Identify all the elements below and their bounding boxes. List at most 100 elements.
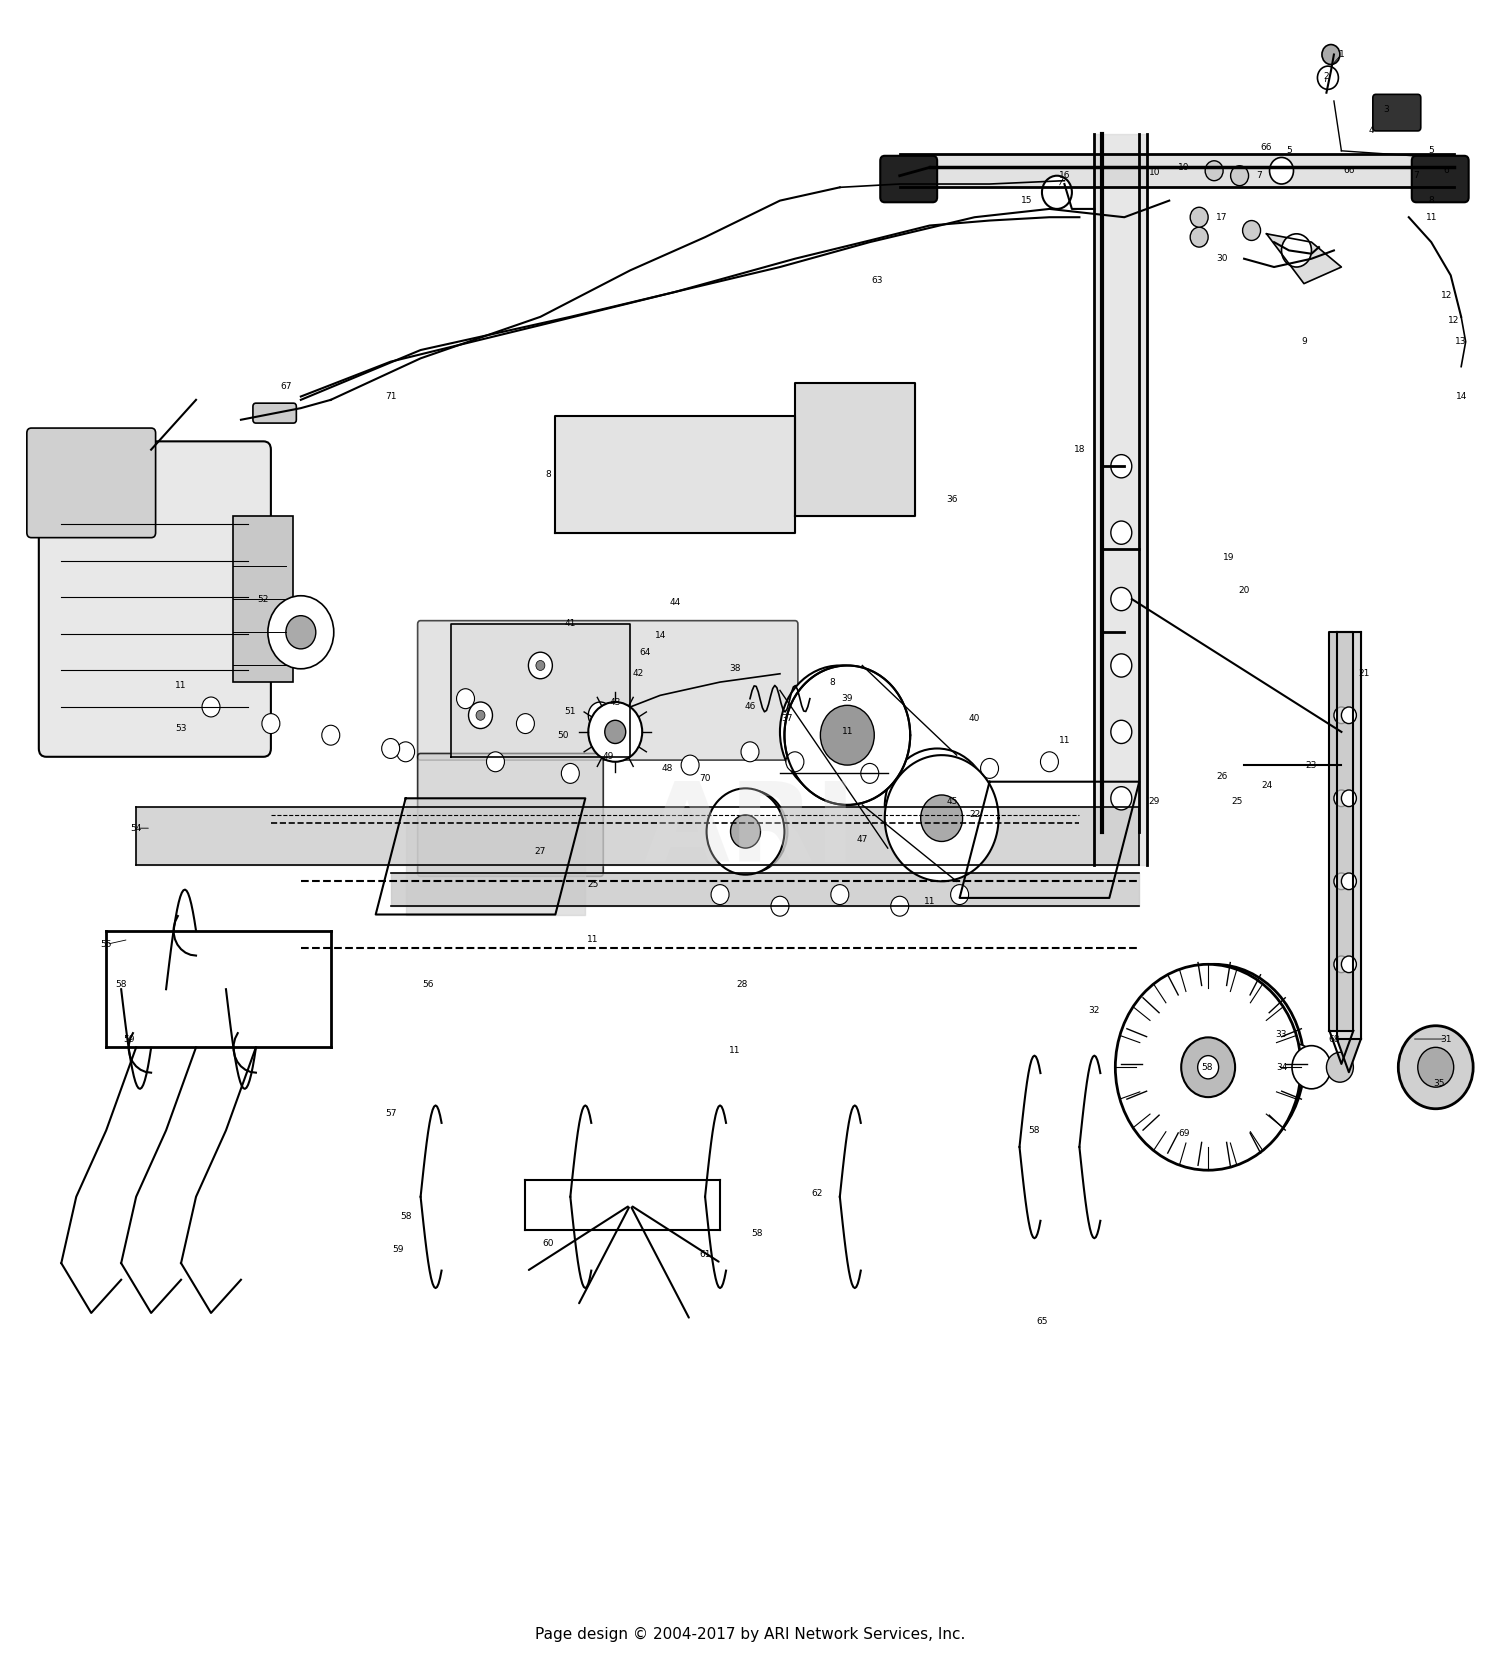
Text: 49: 49 — [602, 752, 613, 762]
Circle shape — [741, 742, 759, 762]
Bar — [1416, 160, 1461, 201]
Text: 56: 56 — [423, 980, 433, 989]
Text: 58: 58 — [752, 1229, 764, 1237]
Bar — [234, 516, 294, 682]
Text: 8: 8 — [1428, 196, 1434, 205]
Text: 12: 12 — [1448, 316, 1460, 324]
Text: 1: 1 — [1338, 50, 1344, 58]
Circle shape — [268, 595, 334, 669]
Text: 11: 11 — [842, 727, 854, 737]
Text: 53: 53 — [176, 723, 188, 733]
Circle shape — [1292, 1046, 1330, 1089]
Circle shape — [1112, 454, 1132, 477]
Circle shape — [1042, 176, 1072, 210]
Circle shape — [891, 896, 909, 916]
Text: 11: 11 — [1059, 735, 1070, 745]
Circle shape — [596, 710, 604, 720]
Circle shape — [1334, 873, 1348, 890]
Polygon shape — [450, 624, 630, 757]
Circle shape — [1191, 1039, 1236, 1089]
Text: 63: 63 — [871, 276, 883, 284]
Polygon shape — [885, 755, 999, 881]
FancyBboxPatch shape — [27, 427, 156, 537]
Circle shape — [1281, 234, 1311, 268]
Text: 58: 58 — [400, 1212, 411, 1221]
Circle shape — [476, 710, 484, 720]
Text: 16: 16 — [1059, 171, 1070, 180]
Text: 24: 24 — [1262, 780, 1272, 790]
Text: 58: 58 — [1202, 1063, 1212, 1071]
Circle shape — [1322, 45, 1340, 65]
Circle shape — [784, 665, 910, 805]
Text: 15: 15 — [1022, 196, 1032, 205]
Text: 8: 8 — [830, 677, 836, 687]
Circle shape — [1398, 1026, 1473, 1109]
Circle shape — [1197, 1056, 1218, 1079]
Circle shape — [681, 755, 699, 775]
Text: 61: 61 — [699, 1251, 711, 1259]
Text: 26: 26 — [1216, 772, 1227, 782]
Circle shape — [486, 752, 504, 772]
Circle shape — [1112, 587, 1132, 610]
Circle shape — [730, 815, 760, 848]
Text: 52: 52 — [258, 595, 268, 604]
Text: 14: 14 — [654, 630, 666, 640]
Circle shape — [1341, 873, 1356, 890]
Circle shape — [1116, 965, 1300, 1171]
Circle shape — [1180, 1038, 1234, 1098]
Text: 25: 25 — [1232, 797, 1242, 807]
Text: 11: 11 — [729, 1046, 741, 1054]
Text: 3: 3 — [1383, 105, 1389, 113]
Circle shape — [1341, 790, 1356, 807]
Text: 7: 7 — [1256, 171, 1262, 180]
Text: 10: 10 — [1149, 168, 1160, 176]
Circle shape — [1269, 158, 1293, 185]
Text: 34: 34 — [1276, 1063, 1287, 1071]
Text: 55: 55 — [100, 940, 112, 950]
Circle shape — [885, 748, 990, 865]
Text: 12: 12 — [1440, 291, 1452, 299]
Text: 13: 13 — [1455, 338, 1467, 346]
Text: 58: 58 — [116, 980, 128, 989]
Circle shape — [1112, 720, 1132, 743]
Circle shape — [1334, 956, 1348, 973]
Text: 14: 14 — [1455, 392, 1467, 401]
Circle shape — [786, 752, 804, 772]
Text: 51: 51 — [564, 707, 576, 717]
Text: 2: 2 — [1323, 72, 1329, 80]
Circle shape — [861, 763, 879, 783]
Text: 60: 60 — [542, 1239, 554, 1247]
Text: 33: 33 — [1276, 1029, 1287, 1039]
Circle shape — [1334, 790, 1348, 807]
Text: 69: 69 — [1179, 1129, 1190, 1137]
Circle shape — [262, 713, 280, 733]
Text: 39: 39 — [842, 693, 854, 703]
Text: 11: 11 — [176, 680, 188, 690]
Circle shape — [588, 702, 612, 728]
Text: 45: 45 — [946, 797, 958, 807]
Text: 22: 22 — [969, 810, 980, 820]
Circle shape — [1125, 965, 1304, 1164]
Text: 48: 48 — [662, 763, 674, 773]
Text: 5: 5 — [1428, 146, 1434, 155]
Circle shape — [1326, 1053, 1353, 1083]
Text: 42: 42 — [632, 669, 644, 679]
Circle shape — [951, 885, 969, 905]
FancyBboxPatch shape — [1412, 156, 1468, 203]
Circle shape — [396, 742, 414, 762]
Text: 38: 38 — [729, 664, 741, 674]
Circle shape — [711, 885, 729, 905]
Circle shape — [1341, 707, 1356, 723]
Text: 47: 47 — [856, 835, 868, 845]
Circle shape — [1341, 956, 1356, 973]
Text: 46: 46 — [744, 702, 756, 712]
Text: 30: 30 — [1216, 254, 1227, 263]
Text: ARI: ARI — [644, 778, 856, 885]
Text: 8: 8 — [544, 471, 550, 479]
Text: 71: 71 — [386, 392, 396, 401]
Circle shape — [1242, 221, 1260, 241]
Circle shape — [516, 713, 534, 733]
Circle shape — [1041, 752, 1059, 772]
Circle shape — [1334, 707, 1348, 723]
Circle shape — [456, 688, 474, 708]
